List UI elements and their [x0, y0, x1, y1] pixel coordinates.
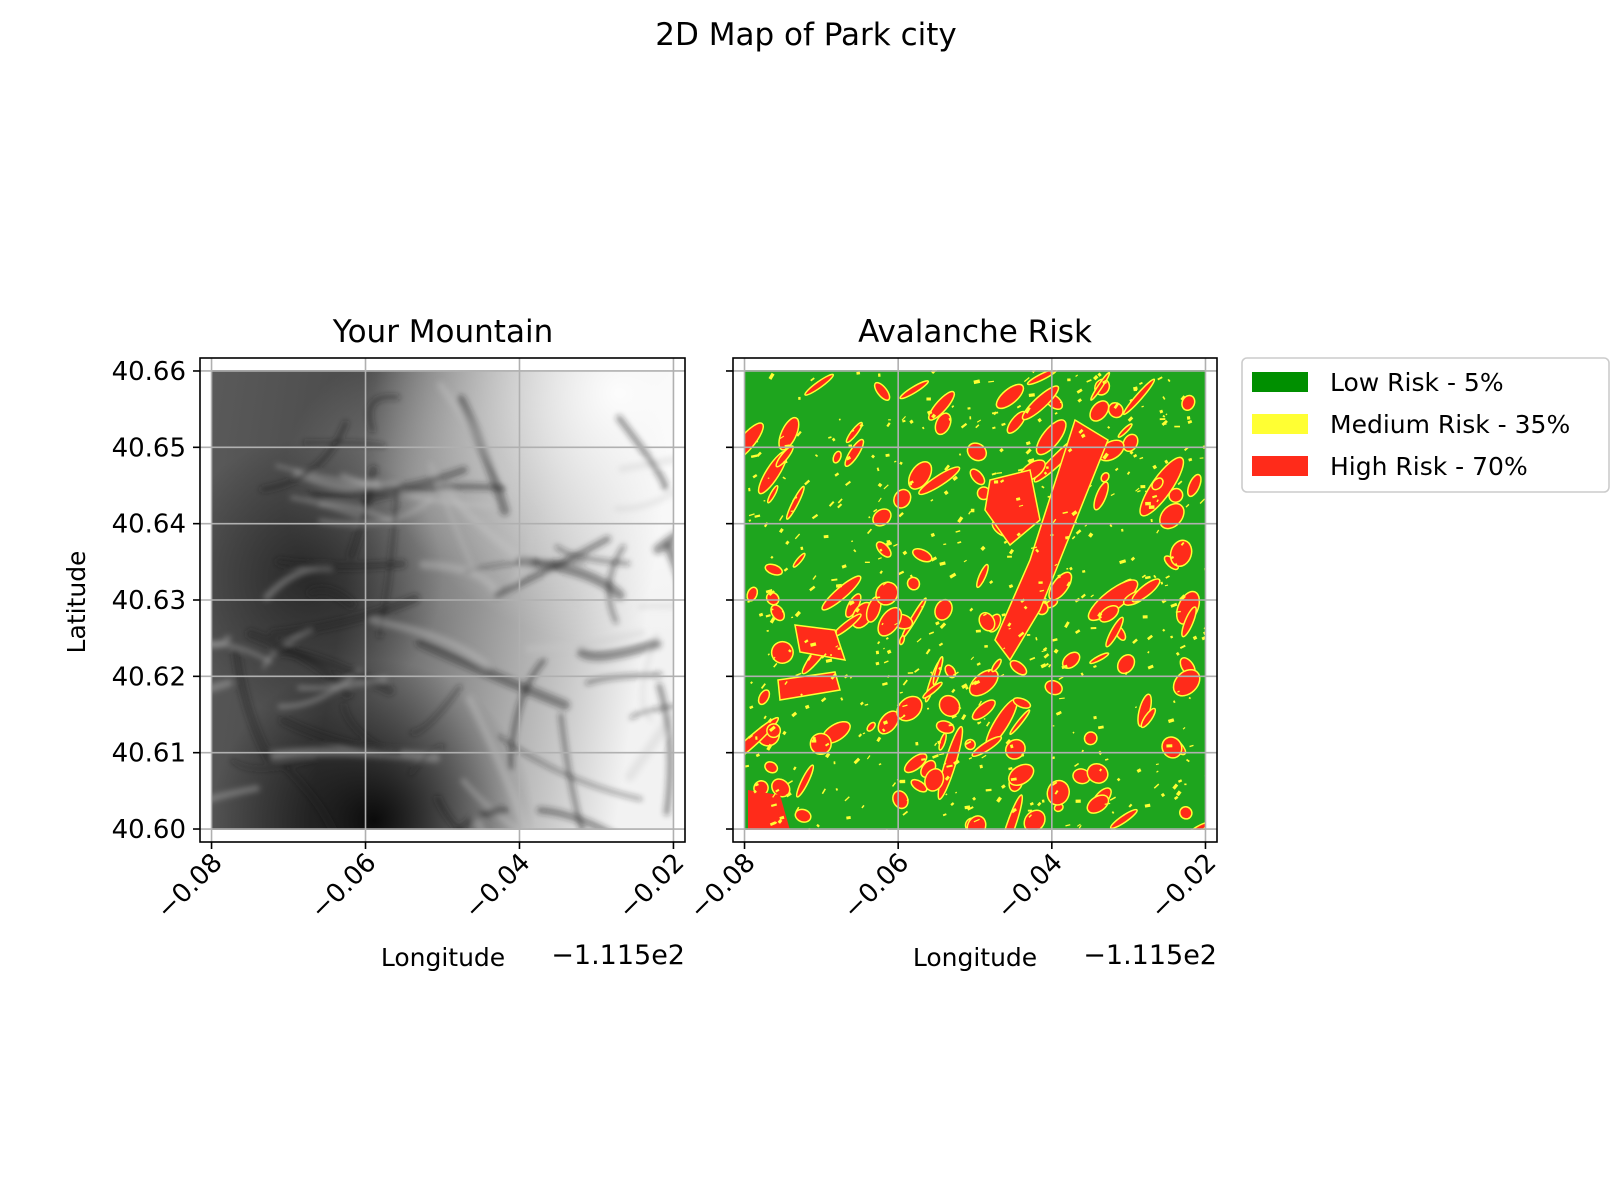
legend-frame [1241, 357, 1610, 493]
x-tick-label: −0.08 [684, 848, 762, 926]
axes-your-mountain: Your Mountain −0.08 −0.06 −0.04 −0.02 40.60… [62, 314, 690, 972]
y-tick-label: 40.66 [112, 357, 186, 387]
legend-swatch [1252, 414, 1308, 434]
x-tick-label: −0.02 [1145, 848, 1223, 926]
x-tick-label: −0.08 [151, 848, 229, 926]
axes-2-xlabel: Longitude [913, 943, 1037, 972]
y-tick-label: 40.62 [112, 662, 186, 692]
y-tick-label: 40.60 [112, 815, 186, 845]
figure-title: 2D Map of Park city [655, 17, 956, 53]
axes-1-title: Your Mountain [332, 314, 553, 350]
x-tick-label: −0.06 [305, 848, 383, 926]
legend-swatch [1252, 456, 1308, 476]
axes-1-x-offset: −1.115e2 [551, 940, 685, 971]
x-tick-label: −0.04 [459, 848, 537, 926]
axes-1-grid [200, 358, 685, 842]
axes-2-x-offset: −1.115e2 [1083, 940, 1217, 971]
axes-2-grid [733, 358, 1217, 842]
y-tick-label: 40.64 [112, 510, 186, 540]
axes-1-ylabel: Latitude [62, 551, 91, 654]
legend-label: Low Risk - 5% [1330, 368, 1504, 397]
axes-1-y-ticks: 40.60 40.61 40.62 40.63 40.64 40.65 40.66 [112, 357, 200, 845]
y-tick-label: 40.61 [112, 739, 186, 769]
y-tick-label: 40.65 [112, 433, 186, 463]
legend-label: Medium Risk - 35% [1330, 410, 1570, 439]
axes-1-x-ticks: −0.08 −0.06 −0.04 −0.02 [151, 842, 690, 925]
x-tick-label: −0.04 [991, 848, 1069, 926]
y-tick-label: 40.63 [112, 586, 186, 616]
x-tick-label: −0.02 [613, 848, 691, 926]
axes-2-y-ticks [726, 370, 733, 830]
axes-2-x-ticks: −0.08 −0.06 −0.04 −0.02 [684, 842, 1223, 926]
risk-image [745, 370, 1206, 830]
legend-swatch [1252, 372, 1308, 392]
axes-1-xlabel: Longitude [381, 943, 505, 972]
x-tick-label: −0.06 [838, 848, 916, 926]
legend-label: High Risk - 70% [1330, 452, 1528, 481]
axes-2-title: Avalanche Risk [858, 314, 1092, 350]
legend: Low Risk - 5% Medium Risk - 35% High Risk … [1241, 357, 1610, 493]
axes-avalanche-risk: Avalanche Risk −0.08 −0.06 −0.04 −0.02 Long… [684, 314, 1223, 972]
